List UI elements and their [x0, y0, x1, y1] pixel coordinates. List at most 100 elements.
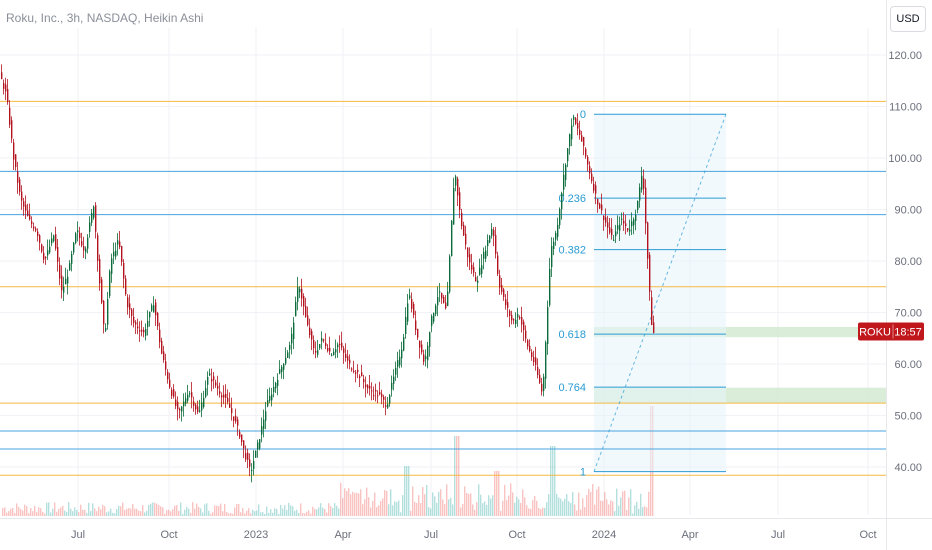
- candle-body: [441, 292, 443, 299]
- candle-body: [553, 241, 555, 250]
- volume-bar: [62, 505, 64, 516]
- candle-body: [155, 302, 157, 316]
- time-tick-label: Apr: [681, 529, 698, 541]
- volume-bar: [320, 503, 322, 516]
- candle-body: [509, 311, 511, 316]
- candle-body: [401, 349, 403, 359]
- candle-body: [133, 316, 135, 323]
- volume-bar: [364, 499, 366, 516]
- candle-body: [229, 403, 231, 408]
- volume-bar: [338, 508, 340, 516]
- volume-bar: [238, 503, 240, 516]
- volume-bar: [562, 501, 564, 516]
- candle-body: [61, 275, 63, 291]
- candle-body: [225, 393, 227, 398]
- volume-bar: [318, 507, 320, 516]
- volume-bar: [468, 493, 470, 516]
- volume-bar: [254, 511, 256, 516]
- volume-bar: [266, 506, 268, 516]
- volume-bar: [442, 499, 444, 516]
- candle-body: [83, 245, 85, 251]
- candle-body: [141, 329, 143, 332]
- volume-bar: [288, 502, 290, 516]
- candle-body: [179, 408, 181, 411]
- candle-body: [527, 340, 529, 347]
- candle-body: [85, 248, 87, 253]
- candlestick-series: [1, 64, 655, 483]
- candle-body: [191, 392, 193, 398]
- chart-title: Roku, Inc., 3h, NASDAQ, Heikin Ashi: [6, 11, 204, 25]
- candle-body: [101, 279, 103, 303]
- candle-body: [213, 376, 215, 381]
- volume-bar: [202, 512, 204, 516]
- volume-bar: [14, 513, 16, 516]
- currency-button[interactable]: USD: [890, 6, 926, 32]
- candle-body: [433, 313, 435, 322]
- candle-body: [267, 400, 269, 407]
- candle-body: [649, 254, 651, 292]
- volume-bar: [638, 508, 640, 516]
- candle-body: [143, 330, 145, 333]
- price-axis: 120.00 110.00 100.00 90.00 80.00 70.00 60.00 50…: [888, 50, 922, 474]
- volume-bar: [534, 495, 536, 516]
- candle-body: [593, 183, 595, 191]
- candle-body: [379, 392, 381, 395]
- volume-bar: [394, 501, 396, 516]
- fib-level-label: 0.382: [558, 245, 586, 257]
- volume-bar: [60, 507, 62, 516]
- candle-body: [419, 340, 421, 348]
- volume-bar: [116, 509, 118, 516]
- candle-body: [563, 174, 565, 190]
- volume-bar: [418, 495, 420, 516]
- volume-bar: [84, 509, 86, 516]
- candle-body: [571, 125, 573, 140]
- candle-body: [265, 411, 267, 421]
- volume-bar: [600, 500, 602, 516]
- candle-body: [317, 350, 319, 355]
- volume-bar: [372, 500, 374, 516]
- volume-bar: [510, 483, 512, 516]
- candle-body: [487, 240, 489, 247]
- volume-bar: [454, 436, 456, 516]
- candle-body: [69, 263, 71, 271]
- candle-body: [71, 254, 73, 264]
- volume-bar: [270, 509, 272, 516]
- candle-body: [631, 221, 633, 227]
- candle-body: [503, 289, 505, 297]
- candle-body: [465, 233, 467, 245]
- volume-bar: [204, 504, 206, 516]
- volume-bar: [6, 512, 8, 516]
- volume-bar: [324, 508, 326, 516]
- volume-bar: [184, 509, 186, 516]
- candle-body: [127, 297, 129, 308]
- volume-bar: [272, 512, 274, 516]
- volume-bar: [306, 511, 308, 516]
- candle-body: [521, 317, 523, 325]
- volume-bar: [282, 508, 284, 516]
- candle-body: [549, 269, 551, 306]
- candle-body: [615, 231, 617, 237]
- candle-body: [637, 200, 639, 210]
- candle-body: [145, 328, 147, 336]
- volume-bar: [648, 491, 650, 516]
- candle-body: [33, 226, 35, 229]
- volume-bar: [192, 502, 194, 516]
- volume-bar: [484, 501, 486, 516]
- volume-bar: [250, 513, 252, 516]
- candle-body: [455, 176, 457, 186]
- candle-body: [223, 394, 225, 398]
- volume-bar: [106, 512, 108, 516]
- volume-bar: [284, 505, 286, 516]
- volume-bar: [590, 491, 592, 516]
- candle-body: [291, 333, 293, 344]
- volume-bar: [70, 508, 72, 516]
- volume-bar: [268, 512, 270, 516]
- fib-level-label: 0.618: [558, 329, 586, 341]
- volume-bar: [196, 503, 198, 516]
- time-tick-label: 2024: [592, 529, 616, 541]
- candle-body: [217, 385, 219, 389]
- candle-body: [327, 348, 329, 351]
- price-tick-label: 60.00: [894, 359, 922, 371]
- candle-body: [305, 306, 307, 317]
